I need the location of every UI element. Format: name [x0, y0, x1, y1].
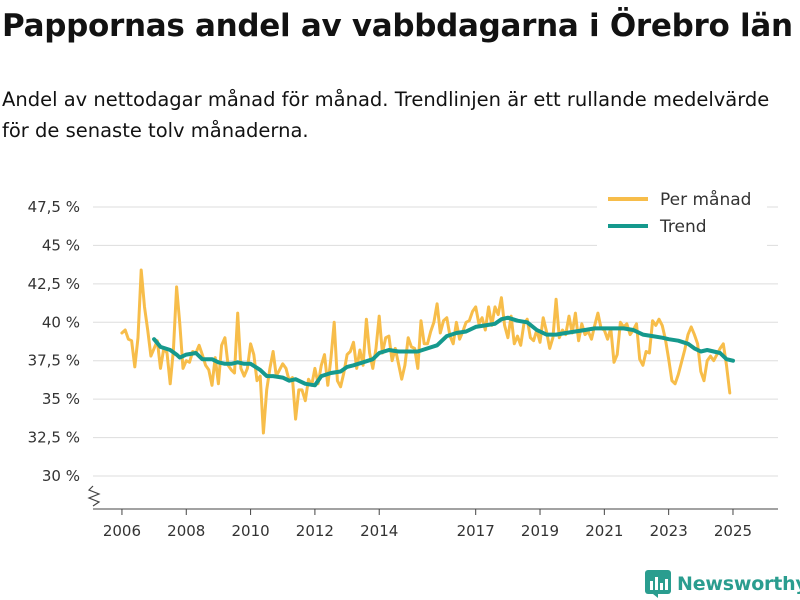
- legend-label-trend: Trend: [659, 217, 707, 237]
- x-tick-label-2: 2010: [231, 522, 269, 540]
- axis-break-icon: [87, 485, 101, 507]
- y-tick-label-7: 47,5 %: [28, 198, 80, 216]
- y-tick-label-1: 32,5 %: [28, 429, 80, 447]
- legend-label-monthly: Per månad: [660, 189, 751, 210]
- y-tick-label-6: 45 %: [42, 236, 80, 254]
- x-tick-label-6: 2019: [521, 522, 559, 540]
- brand-name: Newsworthy: [677, 573, 800, 595]
- y-tick-label-2: 35 %: [42, 390, 80, 408]
- series-line-monthly: [120, 268, 732, 435]
- x-tick-label-4: 2014: [360, 522, 398, 540]
- series-line-trend: [152, 315, 735, 388]
- newsworthy-brand: Newsworthy: [645, 570, 800, 598]
- x-tick-label-3: 2012: [296, 522, 334, 540]
- page-subtitle: Andel av nettodagar månad för månad. Tre…: [2, 88, 770, 142]
- legend-background: [597, 184, 767, 246]
- x-tick-label-1: 2008: [167, 522, 205, 540]
- plot-area: [120, 268, 735, 435]
- y-axis: 30 % 32,5 % 35 % 37,5 % 40 % 42,5 % 45 % 47,5 %: [28, 198, 101, 507]
- y-tick-label-0: 30 %: [42, 467, 80, 485]
- legend: Per månad Trend: [597, 184, 767, 246]
- y-tick-label-3: 37,5 %: [28, 352, 80, 370]
- x-tick-label-9: 2025: [714, 522, 752, 540]
- x-axis: 2006 2008 2010 2012 2014 2017 2019 2021 2023 2025: [93, 508, 778, 540]
- page-title: Pappornas andel av vabbdagarna i Örebro …: [2, 8, 793, 44]
- x-tick-label-5: 2017: [457, 522, 495, 540]
- x-tick-label-0: 2006: [103, 522, 141, 540]
- x-tick-label-8: 2023: [650, 522, 688, 540]
- y-tick-label-5: 42,5 %: [28, 275, 80, 293]
- bar-chart-logo-icon: [645, 570, 671, 598]
- x-tick-label-7: 2021: [585, 522, 623, 540]
- y-tick-label-4: 40 %: [42, 313, 80, 331]
